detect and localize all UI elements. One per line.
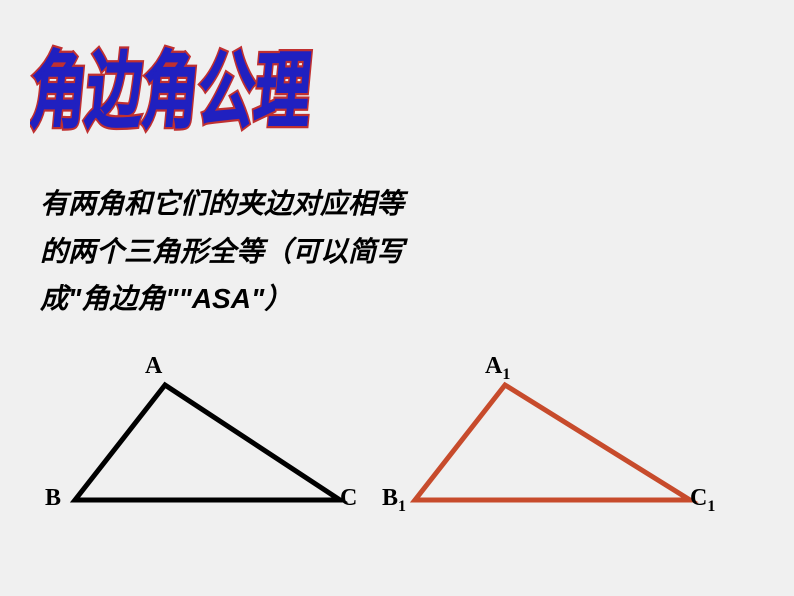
vertex-label-c1: C1 (690, 485, 715, 516)
title-svg: 角边角公理 角边角公理 (30, 15, 410, 165)
triangle-abc (75, 385, 340, 500)
theorem-line1: 有两角和它们的夹边对应相等 (40, 180, 404, 228)
title-wordart: 角边角公理 角边角公理 (30, 15, 410, 170)
theorem-line2: 的两个三角形全等（可以简写 (40, 228, 404, 276)
triangle-a1b1c1 (415, 385, 690, 500)
vertex-label-b1: B1 (382, 485, 406, 516)
vertex-label-b: B (45, 485, 61, 512)
theorem-text: 有两角和它们的夹边对应相等 的两个三角形全等（可以简写 成"角边角""ASA"） (40, 180, 404, 323)
triangles-svg (30, 365, 760, 565)
vertex-a1-sub: 1 (502, 366, 510, 383)
theorem-line3: 成"角边角""ASA"） (40, 275, 404, 323)
vertex-c1-main: C (690, 485, 707, 511)
vertex-c1-sub: 1 (707, 498, 715, 515)
vertex-b1-sub: 1 (398, 498, 406, 515)
diagram-area: A B C A1 B1 C1 (30, 365, 760, 565)
vertex-label-a1: A1 (485, 353, 510, 384)
vertex-label-a: A (145, 353, 162, 380)
vertex-label-c: C (340, 485, 357, 512)
title-text-front: 角边角公理 (30, 46, 315, 139)
vertex-b1-main: B (382, 485, 398, 511)
vertex-a1-main: A (485, 353, 502, 379)
